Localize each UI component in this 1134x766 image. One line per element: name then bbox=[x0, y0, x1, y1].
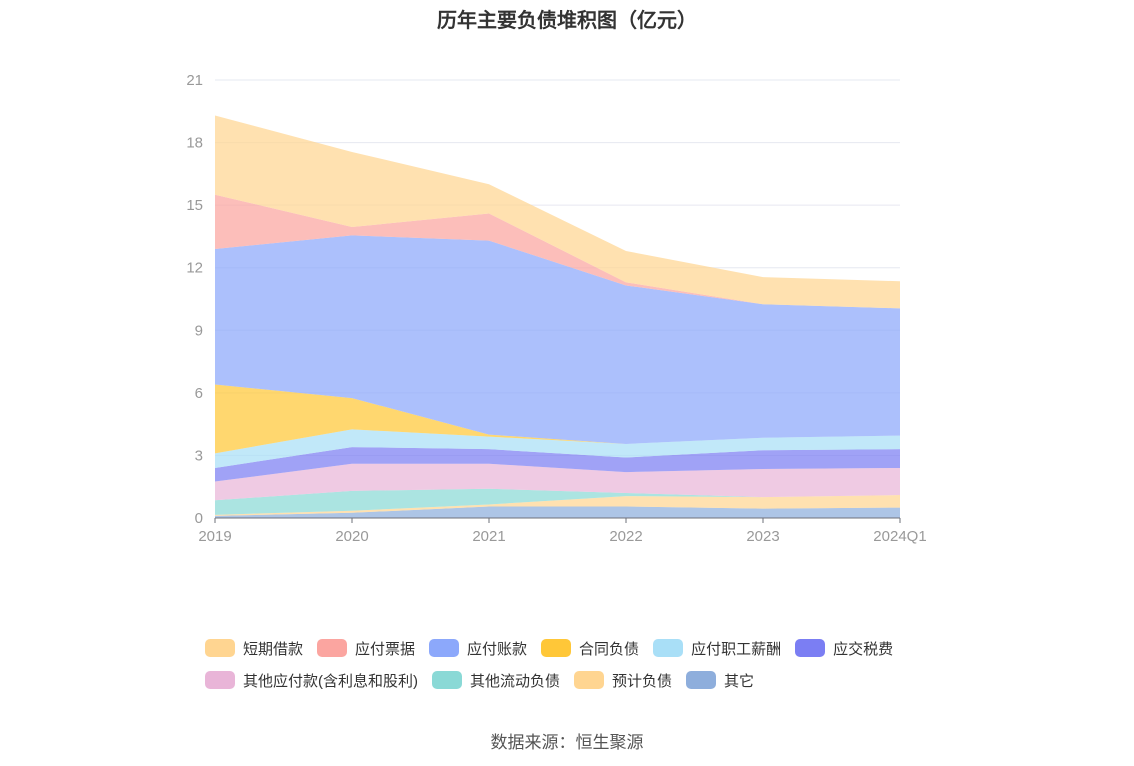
x-tick-label: 2023 bbox=[746, 528, 779, 545]
legend-item-contract-liabilities[interactable]: 合同负债 bbox=[541, 638, 639, 659]
legend-label: 短期借款 bbox=[243, 640, 304, 658]
y-tick-label: 6 bbox=[195, 385, 203, 402]
legend-swatch bbox=[317, 639, 348, 657]
legend-label: 应付票据 bbox=[355, 640, 416, 658]
x-tick-label: 2021 bbox=[472, 528, 505, 545]
chart-title: 历年主要负债堆积图（亿元） bbox=[437, 10, 697, 32]
legend-swatch bbox=[686, 671, 717, 689]
legend-row-1: 短期借款 应付票据 应付账款 合同负债 应付职工薪酬 应交税费 bbox=[205, 632, 965, 664]
legend-label: 其它 bbox=[724, 672, 755, 690]
legend-item-estimated-liabilities[interactable]: 预计负债 bbox=[574, 670, 672, 691]
legend-item-short-term-loans[interactable]: 短期借款 bbox=[205, 638, 303, 659]
stacked-area-chart: 0 3 6 9 12 15 18 21 2019 2020 2021 2022 2023 2024Q1 bbox=[186, 72, 926, 545]
y-tick-label: 21 bbox=[186, 72, 203, 89]
legend-swatch bbox=[795, 639, 826, 657]
legend-swatch bbox=[205, 639, 235, 657]
area-series bbox=[215, 495, 900, 516]
legend-item-taxes-payable[interactable]: 应交税费 bbox=[795, 638, 893, 659]
legend-label: 应付账款 bbox=[467, 640, 528, 658]
legend-swatch bbox=[432, 671, 462, 689]
area-series bbox=[215, 506, 900, 518]
legend-item-other-current-liabilities[interactable]: 其他流动负债 bbox=[432, 670, 560, 691]
legend-label: 预计负债 bbox=[612, 672, 673, 690]
data-source: 数据来源：恒生聚源 bbox=[490, 733, 644, 752]
area-series bbox=[215, 429, 900, 468]
area-series bbox=[215, 235, 900, 444]
legend-label: 应交税费 bbox=[833, 640, 894, 658]
legend-item-notes-payable[interactable]: 应付票据 bbox=[317, 638, 415, 659]
legend-item-other-payables[interactable]: 其他应付款(含利息和股利) bbox=[205, 670, 418, 691]
area-series bbox=[215, 115, 900, 309]
area-series bbox=[215, 488, 900, 515]
legend-swatch bbox=[205, 671, 235, 689]
x-tick-label: 2022 bbox=[609, 528, 642, 545]
y-tick-label: 18 bbox=[186, 135, 203, 152]
legend-row-2: 其他应付款(含利息和股利) 其他流动负债 预计负债 其它 bbox=[205, 664, 965, 696]
y-tick-label: 15 bbox=[186, 197, 203, 214]
x-tick-label: 2019 bbox=[198, 528, 231, 545]
legend-item-accounts-payable[interactable]: 应付账款 bbox=[429, 638, 527, 659]
legend-item-others[interactable]: 其它 bbox=[686, 670, 754, 691]
legend-swatch bbox=[574, 671, 605, 689]
legend-label: 合同负债 bbox=[579, 640, 640, 658]
legend-swatch bbox=[541, 639, 572, 657]
y-tick-label: 9 bbox=[195, 322, 203, 339]
legend-swatch bbox=[429, 639, 460, 657]
area-series bbox=[215, 384, 900, 454]
legend-label: 其他应付款(含利息和股利) bbox=[243, 672, 418, 690]
legend-swatch bbox=[653, 639, 684, 657]
x-tick-label: 2024Q1 bbox=[873, 528, 926, 545]
area-series bbox=[215, 194, 900, 309]
legend-label: 应付职工薪酬 bbox=[691, 640, 782, 658]
legend: 短期借款 应付票据 应付账款 合同负债 应付职工薪酬 应交税费 其他应付款(含利… bbox=[205, 632, 965, 696]
y-tick-label: 0 bbox=[195, 510, 203, 527]
x-tick-label: 2020 bbox=[335, 528, 368, 545]
area-series bbox=[215, 447, 900, 482]
legend-item-payroll-payable[interactable]: 应付职工薪酬 bbox=[653, 638, 781, 659]
area-series bbox=[215, 463, 900, 501]
y-tick-label: 3 bbox=[195, 447, 203, 464]
legend-label: 其他流动负债 bbox=[470, 672, 561, 690]
y-tick-label: 12 bbox=[186, 260, 203, 277]
